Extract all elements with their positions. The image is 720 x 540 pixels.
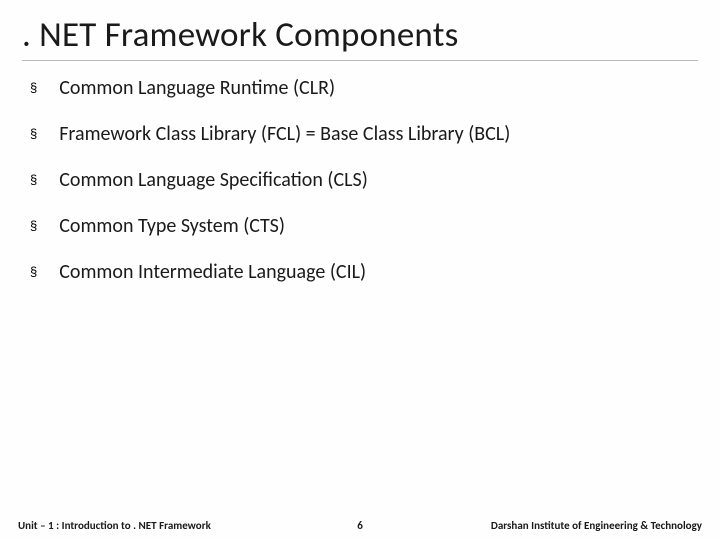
- bullet-icon: §: [30, 126, 37, 141]
- bullet-icon: §: [30, 80, 37, 95]
- slide-footer: Unit – 1 : Introduction to . NET Framewo…: [0, 519, 720, 532]
- footer-unit-label: Unit – 1 : Introduction to . NET Framewo…: [18, 519, 211, 532]
- slide-container: . NET Framework Components § Common Lang…: [0, 0, 720, 540]
- list-item: § Common Intermediate Language (CIL): [30, 259, 698, 285]
- list-item: § Common Language Specification (CLS): [30, 167, 698, 193]
- list-item: § Common Language Runtime (CLR): [30, 75, 698, 101]
- bullet-icon: §: [30, 264, 37, 279]
- bullet-text: Common Type System (CTS): [59, 213, 285, 239]
- footer-page-number: 6: [357, 519, 363, 532]
- bullet-list: § Common Language Runtime (CLR) § Framew…: [22, 75, 698, 285]
- bullet-icon: §: [30, 218, 37, 233]
- bullet-text: Framework Class Library (FCL) = Base Cla…: [59, 121, 510, 147]
- footer-institute-label: Darshan Institute of Engineering & Techn…: [491, 519, 702, 532]
- bullet-text: Common Language Specification (CLS): [59, 167, 368, 193]
- bullet-text: Common Intermediate Language (CIL): [59, 259, 366, 285]
- bullet-icon: §: [30, 172, 37, 187]
- bullet-text: Common Language Runtime (CLR): [59, 75, 335, 101]
- list-item: § Framework Class Library (FCL) = Base C…: [30, 121, 698, 147]
- slide-title: . NET Framework Components: [22, 14, 698, 61]
- list-item: § Common Type System (CTS): [30, 213, 698, 239]
